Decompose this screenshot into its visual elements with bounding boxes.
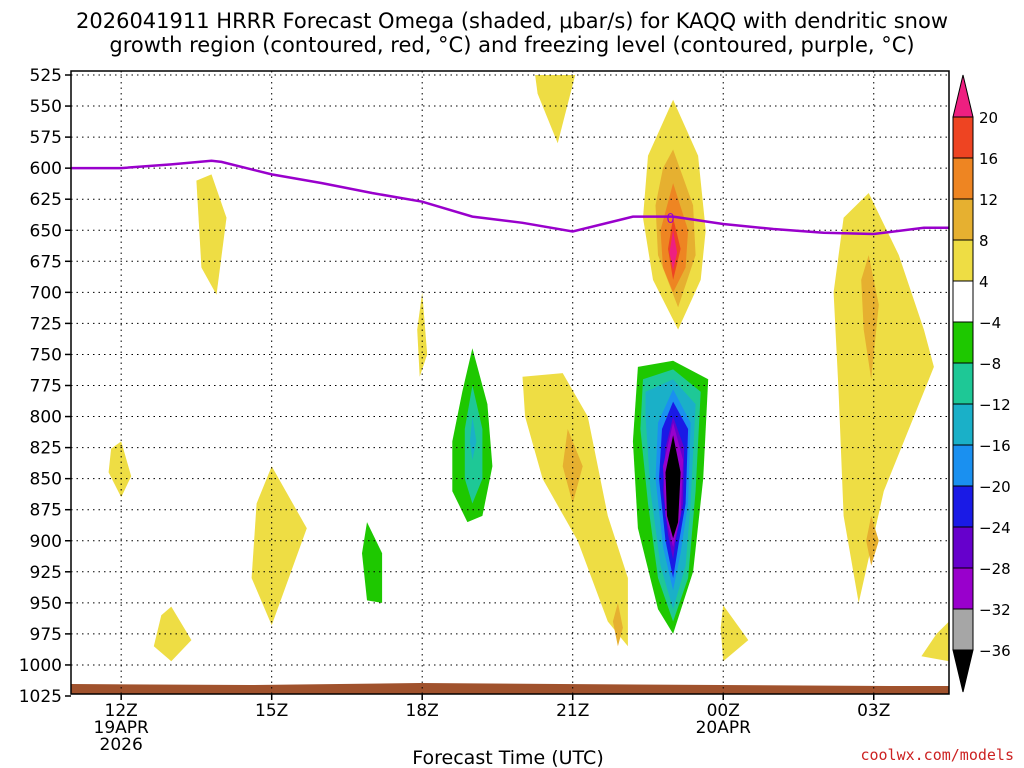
ytick-label-15: 900 <box>30 532 62 552</box>
omega-region-8 <box>612 602 623 647</box>
ytick-label-6: 675 <box>30 252 62 272</box>
xtick-label-3-1: 21Z <box>556 701 589 721</box>
colorbar-label-8: −16 <box>979 437 1011 455</box>
colorbar-top-arrow <box>952 74 974 118</box>
freezing-level-layer: 0 <box>71 159 949 236</box>
surface-layer <box>71 683 949 694</box>
ytick-label-18: 975 <box>30 625 62 645</box>
colorbar-bin-0 <box>952 116 974 159</box>
colorbar-bin-2 <box>952 198 974 241</box>
xtick-label-4-1: 00Z <box>707 701 740 721</box>
omega-region-10 <box>833 193 934 603</box>
colorbar-label-10: −24 <box>979 519 1011 537</box>
colorbar-bin-4 <box>952 280 974 323</box>
ytick-label-5: 650 <box>30 221 62 241</box>
omega-region-1 <box>108 441 132 498</box>
colorbar-bottom-arrow <box>952 649 974 693</box>
xtick-label-0-3: 2026 <box>100 735 143 755</box>
omega-region-11 <box>861 255 879 380</box>
freezing-level-line <box>71 159 949 236</box>
ytick-label-11: 800 <box>30 408 62 428</box>
x-axis-label: Forecast Time (UTC) <box>412 747 603 768</box>
omega-region-9 <box>720 605 749 662</box>
colorbar-label-1: 16 <box>979 150 998 168</box>
omega-region-12 <box>866 515 879 566</box>
colorbar-label-0: 20 <box>979 109 998 127</box>
colorbar-label-6: −8 <box>979 355 1001 373</box>
ytick-label-16: 925 <box>30 563 62 583</box>
omega-region-21 <box>362 522 383 603</box>
omega-region-25 <box>720 75 729 113</box>
omega-region-6 <box>522 373 628 647</box>
colorbar-bin-6 <box>952 362 974 405</box>
plot-frame <box>70 70 950 695</box>
colorbar-label-11: −28 <box>979 560 1011 578</box>
ytick-label-1: 550 <box>30 97 62 117</box>
y-axis-pressure: 525 550 575 600 625 650 675 700 725 750 775 800 825 8… <box>19 66 71 707</box>
omega-region-4 <box>417 292 428 377</box>
omega-region-24 <box>469 416 477 460</box>
colorbar: 20 16 12 8 4 −4 −8 −12 −16 −20 −24 −28 −32 −36 <box>952 74 1011 693</box>
xtick-label-4-2: 20APR <box>696 718 752 738</box>
chart-title-line2: growth region (contoured, red, °C) and f… <box>109 33 914 57</box>
colorbar-label-13: −36 <box>979 642 1011 660</box>
omega-region-18 <box>669 230 678 270</box>
omega-region-2 <box>153 606 192 662</box>
omega-region-19 <box>321 388 473 514</box>
colorbar-bin-10 <box>952 526 974 569</box>
colorbar-label-4: 4 <box>979 273 989 291</box>
colorbar-label-9: −20 <box>979 478 1011 496</box>
ytick-label-17: 950 <box>30 594 62 614</box>
ytick-label-2: 575 <box>30 128 62 148</box>
omega-region-36 <box>933 155 949 268</box>
colorbar-bin-8 <box>952 444 974 487</box>
ytick-label-19: 1000 <box>19 656 62 676</box>
colorbar-bin-3 <box>952 239 974 282</box>
credit-text: coolwx.com/models <box>860 746 1014 764</box>
ytick-label-20: 1025 <box>19 687 62 707</box>
colorbar-bin-9 <box>952 485 974 528</box>
colorbar-bin-11 <box>952 567 974 610</box>
ytick-label-12: 825 <box>30 439 62 459</box>
colorbar-label-12: −32 <box>979 601 1011 619</box>
colorbar-label-5: −4 <box>979 314 1001 332</box>
ytick-label-7: 700 <box>30 283 62 303</box>
ytick-label-3: 600 <box>30 159 62 179</box>
chart-title-line1: 2026041911 HRRR Forecast Omega (shaded, … <box>76 9 948 33</box>
colorbar-bin-1 <box>952 157 974 200</box>
surface-ground-band <box>71 683 949 694</box>
ytick-label-10: 775 <box>30 377 62 397</box>
xtick-label-5-1: 03Z <box>857 701 890 721</box>
omega-region-7 <box>562 429 583 504</box>
omega-region-5 <box>535 75 576 144</box>
ytick-label-14: 875 <box>30 501 62 521</box>
omega-region-35 <box>806 453 824 516</box>
xtick-label-1-1: 15Z <box>255 701 288 721</box>
plot-area <box>71 71 949 694</box>
colorbar-label-3: 8 <box>979 232 989 250</box>
colorbar-bin-12 <box>952 608 974 651</box>
ytick-label-0: 525 <box>30 66 62 86</box>
colorbar-label-2: 12 <box>979 191 998 209</box>
freezing-level-label: 0 <box>666 212 674 227</box>
omega-region-3 <box>251 466 307 626</box>
ytick-label-13: 850 <box>30 470 62 490</box>
colorbar-bin-7 <box>952 403 974 446</box>
colorbar-bin-5 <box>952 321 974 364</box>
ytick-label-9: 750 <box>30 345 62 365</box>
omega-region-34 <box>665 435 681 539</box>
xtick-label-0-1: 12Z <box>105 701 138 721</box>
ytick-label-8: 725 <box>30 314 62 334</box>
omega-region-13 <box>921 621 949 662</box>
xtick-label-2-1: 18Z <box>406 701 439 721</box>
omega-region-0 <box>196 174 227 295</box>
omega-shading-layer <box>108 75 949 665</box>
colorbar-label-7: −12 <box>979 396 1011 414</box>
xtick-label-0-2: 19APR <box>94 718 150 738</box>
ytick-label-4: 625 <box>30 190 62 210</box>
